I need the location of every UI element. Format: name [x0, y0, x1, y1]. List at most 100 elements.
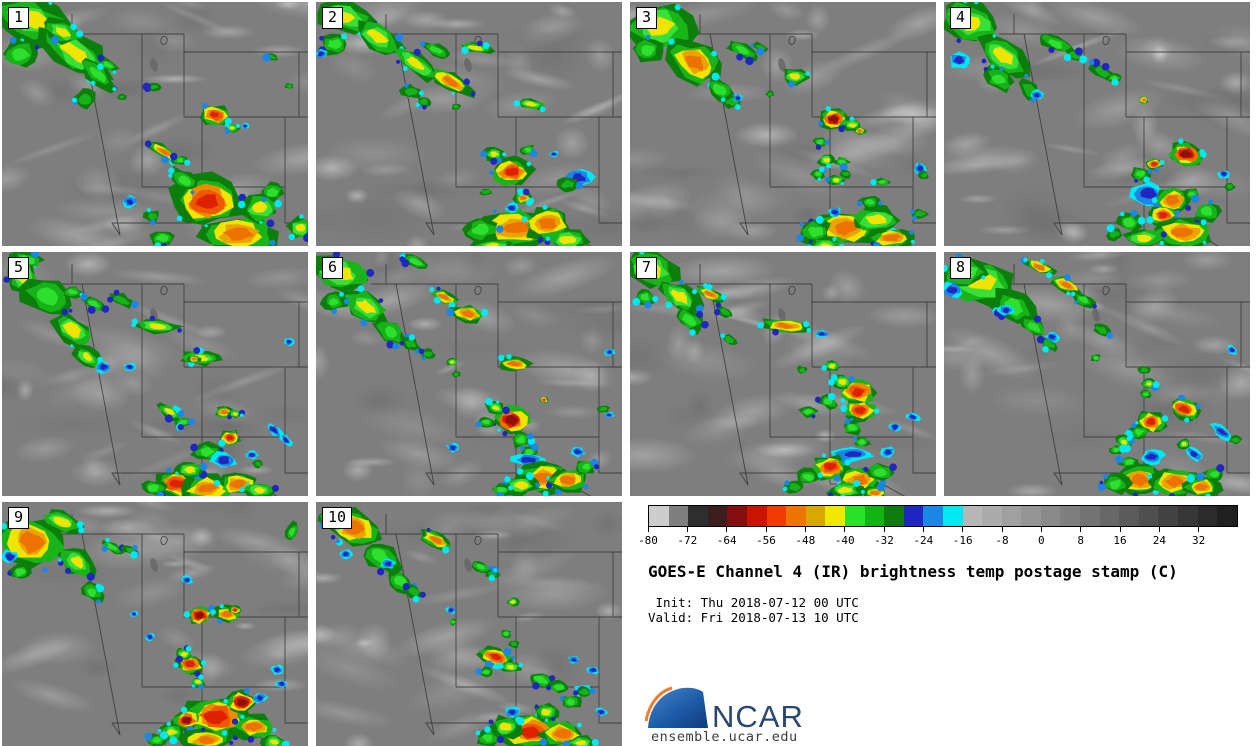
- colorbar-segment: [1040, 506, 1061, 526]
- member-number-label: 2: [322, 7, 344, 29]
- colorbar-segment: [1060, 506, 1081, 526]
- colorbar-tick: [726, 527, 728, 532]
- colorbar-tick-label: 24: [1152, 534, 1166, 547]
- member-number-label: 10: [322, 507, 353, 529]
- member-number-label: 8: [950, 257, 972, 279]
- member-number-label: 1: [8, 7, 30, 29]
- colorbar-tick-label: 8: [1077, 534, 1084, 547]
- plot-title: GOES-E Channel 4 (IR) brightness temp po…: [648, 562, 1178, 581]
- member-panel-4: 4: [944, 2, 1250, 246]
- colorbar-tick-label: -24: [913, 534, 934, 547]
- colorbar-tick-label: 32: [1192, 534, 1206, 547]
- colorbar-tick: [804, 527, 806, 532]
- colorbar-scale: [648, 505, 1238, 527]
- colorbar-segment: [727, 506, 747, 526]
- ncar-logo: NCAR: [645, 686, 804, 734]
- colorbar-tick-label: 16: [1113, 534, 1127, 547]
- colorbar-tick-label: -72: [677, 534, 698, 547]
- colorbar-segment: [982, 506, 1002, 526]
- member-number-label: 6: [322, 257, 344, 279]
- member-panel-9: 9: [2, 502, 308, 746]
- ncar-wordmark: NCAR: [712, 699, 804, 734]
- colorbar-tick-label: -40: [834, 534, 855, 547]
- member-panel-10: 10: [316, 502, 622, 746]
- colorbar-tick: [962, 527, 964, 532]
- satellite-ir-map: [2, 502, 308, 746]
- colorbar-segment: [1158, 506, 1179, 526]
- colorbar-segment: [1099, 506, 1120, 526]
- colorbar-segment: [766, 506, 787, 526]
- satellite-ir-map: [630, 252, 936, 496]
- colorbar-segment: [1021, 506, 1041, 526]
- init-time-label: Init: Thu 2018-07-12 00 UTC: [648, 595, 859, 610]
- member-panel-6: 6: [316, 252, 622, 496]
- colorbar-tick: [1040, 527, 1042, 532]
- colorbar-tick: [765, 527, 767, 532]
- colorbar-tick: [883, 527, 885, 532]
- colorbar-tick: [1001, 527, 1003, 532]
- satellite-ir-map: [2, 2, 308, 246]
- member-panel-1: 1: [2, 2, 308, 246]
- member-number-label: 7: [636, 257, 658, 279]
- ncar-swoosh-icon: [645, 686, 708, 728]
- colorbar-segment: [1217, 506, 1237, 526]
- member-number-label: 3: [636, 7, 658, 29]
- colorbar-tick-label: -32: [874, 534, 894, 547]
- colorbar-segment: [1080, 506, 1100, 526]
- member-panel-5: 5: [2, 252, 308, 496]
- colorbar-segment: [668, 506, 689, 526]
- colorbar-segment: [942, 506, 963, 526]
- colorbar-tick: [647, 527, 649, 532]
- colorbar-tick-label: -48: [795, 534, 816, 547]
- satellite-ir-map: [316, 2, 622, 246]
- colorbar-tick: [844, 527, 846, 532]
- colorbar-segment: [1197, 506, 1218, 526]
- colorbar-segment: [688, 506, 708, 526]
- colorbar-tick-label: 0: [1038, 534, 1045, 547]
- legend-block: -80 -72 -64 -56 -48 -40 -32 -24 -16 -8 0 8 16 24 32 GO…: [630, 502, 1260, 746]
- colorbar-segment: [1178, 506, 1198, 526]
- satellite-ir-map: [944, 2, 1250, 246]
- valid-time-label: Valid: Fri 2018-07-13 10 UTC: [648, 610, 859, 625]
- colorbar-tick: [1198, 527, 1200, 532]
- colorbar-segment: [707, 506, 728, 526]
- colorbar-segment: [962, 506, 983, 526]
- colorbar-segment: [864, 506, 885, 526]
- colorbar-tick-label: -16: [952, 534, 973, 547]
- colorbar-segment: [805, 506, 826, 526]
- member-panel-7: 7: [630, 252, 936, 496]
- member-panel-3: 3: [630, 2, 936, 246]
- satellite-ir-map: [944, 252, 1250, 496]
- colorbar-segment: [903, 506, 924, 526]
- colorbar-segment: [786, 506, 806, 526]
- colorbar-tick: [1080, 527, 1082, 532]
- colorbar-tick: [922, 527, 924, 532]
- satellite-ir-map: [316, 502, 622, 746]
- colorbar-segment: [923, 506, 943, 526]
- colorbar-segment: [884, 506, 904, 526]
- colorbar-tick-label: -64: [716, 534, 737, 547]
- member-number-label: 5: [8, 257, 30, 279]
- colorbar-segment: [1138, 506, 1159, 526]
- colorbar-tick-label: -56: [756, 534, 776, 547]
- colorbar-segment: [1119, 506, 1139, 526]
- ensemble-url: ensemble.ucar.edu: [651, 729, 798, 745]
- member-number-label: 4: [950, 7, 972, 29]
- satellite-ir-map: [316, 252, 622, 496]
- colorbar-segment: [844, 506, 865, 526]
- colorbar: -80 -72 -64 -56 -48 -40 -32 -24 -16 -8 0 8 16 24 32: [638, 505, 1238, 553]
- colorbar-segment: [825, 506, 845, 526]
- member-panel-8: 8: [944, 252, 1250, 496]
- colorbar-tick: [1119, 527, 1121, 532]
- colorbar-tick: [686, 527, 688, 532]
- colorbar-segment: [746, 506, 767, 526]
- colorbar-tick: [1158, 527, 1160, 532]
- colorbar-tick-label: -8: [995, 534, 1009, 547]
- member-panel-2: 2: [316, 2, 622, 246]
- satellite-ir-map: [2, 252, 308, 496]
- colorbar-segment: [649, 506, 669, 526]
- colorbar-segment: [1001, 506, 1022, 526]
- satellite-ir-map: [630, 2, 936, 246]
- colorbar-tick-label: -80: [638, 534, 658, 547]
